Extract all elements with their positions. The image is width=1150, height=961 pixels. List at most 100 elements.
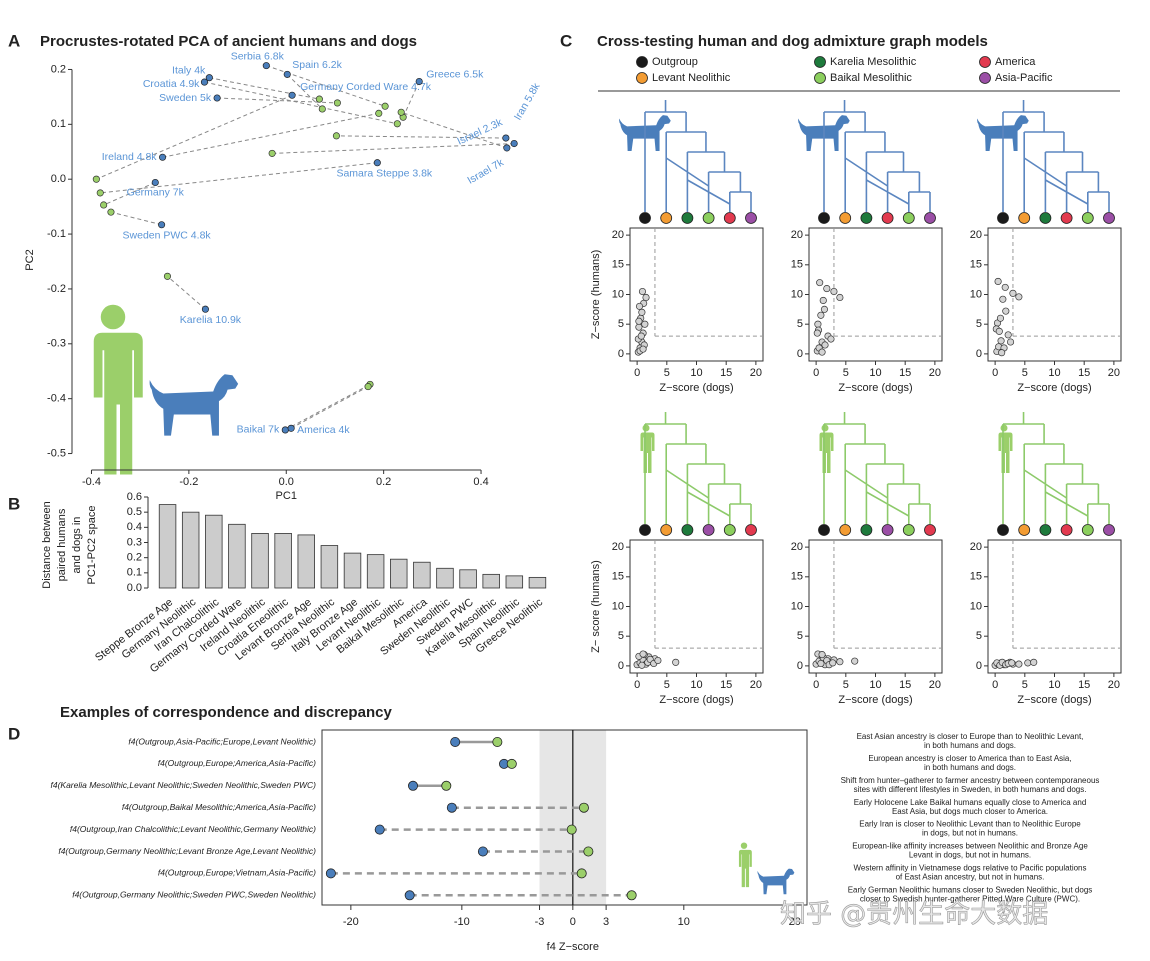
x-tick-label: 0.4 [473, 476, 488, 488]
y-tick-label: 0.0 [127, 582, 142, 594]
dog-point [262, 62, 270, 70]
row-label: f4(Outgroup,Europe;Vietnam,Asia-Pacific) [158, 868, 316, 878]
y-axis-label: Z− score (humans) [590, 560, 602, 653]
y-tick-label: 0.0 [51, 173, 66, 185]
y-tick-label: 0 [797, 348, 803, 360]
y-tick-label: 10 [791, 600, 803, 612]
x-tick-label: 10 [1048, 679, 1060, 691]
dog-point [450, 737, 461, 748]
row-label: f4(Outgroup,Germany Neolithic;Sweden PWC… [72, 890, 316, 900]
tree-leaf [639, 524, 651, 536]
plot-frame [629, 227, 764, 362]
bar [343, 552, 362, 589]
y-axis-label: paired humans [56, 508, 68, 581]
x-axis-label: Z−score (dogs) [838, 382, 912, 394]
y-tick-label: 0 [797, 660, 803, 672]
tree-leaf [839, 212, 852, 224]
x-tick-label: 0.2 [376, 476, 391, 488]
y-tick-label: 10 [612, 600, 624, 612]
x-tick-label: 10 [678, 916, 690, 928]
x-tick-label: 20 [1108, 679, 1120, 691]
tree-branch [866, 491, 910, 517]
point [672, 658, 680, 666]
y-tick-label: 15 [612, 259, 624, 271]
bar [228, 523, 246, 589]
point [836, 293, 844, 302]
point [994, 277, 1002, 285]
point [816, 279, 824, 287]
x-tick-label: -20 [343, 916, 359, 928]
human-point [393, 120, 401, 128]
watermark: 知乎 @贵州生命大数据 [780, 900, 1048, 930]
point [818, 348, 826, 356]
dog-label: Greece 6.5k [426, 68, 484, 80]
human-icon [640, 424, 655, 473]
tree-leaf [1039, 212, 1052, 224]
y-tick-label: 0.6 [127, 491, 142, 503]
x-axis-label: Z−score (dogs) [838, 694, 912, 706]
tree-branch [1023, 157, 1068, 187]
dog-point [408, 780, 419, 791]
tree-leaf [1103, 212, 1115, 224]
tree-leaf [1081, 524, 1094, 536]
point [1002, 307, 1010, 315]
pair-connector [103, 182, 156, 206]
x-axis-label: Z−score (dogs) [659, 694, 733, 706]
chart-title: Procrustes-rotated PCA of ancient humans… [40, 33, 417, 50]
y-tick-label: 0.4 [127, 521, 142, 533]
pair-connector [290, 386, 369, 429]
dog-icon [757, 868, 795, 895]
bar [320, 545, 339, 589]
tree-leaf [839, 524, 852, 536]
y-tick-label: 0.3 [127, 536, 142, 548]
dog-point [325, 868, 336, 879]
point [1030, 658, 1038, 666]
point [817, 659, 825, 668]
tree-leaf [881, 212, 894, 224]
dog-point [201, 305, 209, 313]
tree-leaf [660, 524, 673, 536]
point [814, 320, 822, 328]
human-point [566, 824, 577, 835]
tree-branch [687, 179, 731, 205]
dog-point [415, 77, 423, 86]
bar [459, 569, 477, 589]
annotation: East Asian ancestry is closer to Europe … [857, 732, 1084, 741]
x-axis-label: Z−score (dogs) [659, 382, 733, 394]
y-tick-label: -0.1 [47, 228, 66, 240]
legend-swatch [979, 72, 991, 84]
x-tick-label: 15 [899, 367, 911, 379]
x-tick-label: 10 [690, 367, 702, 379]
point [819, 296, 827, 304]
bar [297, 534, 315, 589]
x-tick-label: 20 [1108, 367, 1120, 379]
y-tick-label: 15 [791, 571, 803, 583]
panel-label: B [8, 494, 20, 513]
legend-swatch [636, 72, 648, 84]
point [1004, 331, 1012, 339]
point [1007, 338, 1015, 346]
point [1015, 293, 1023, 301]
legend-label: Karelia Mesolithic [830, 56, 917, 68]
dog-label: Germany 7k [127, 186, 185, 198]
dog-point [213, 94, 221, 102]
human-point [576, 868, 587, 879]
x-tick-label: 5 [664, 679, 670, 691]
tree-leaf [1060, 212, 1073, 224]
y-tick-label: 5 [797, 318, 803, 330]
tree-branch [1045, 491, 1089, 517]
dog-icon [149, 374, 239, 436]
point [830, 287, 838, 296]
human-point [364, 383, 372, 391]
pair-connector [167, 275, 206, 310]
y-tick-label: -0.2 [47, 283, 66, 295]
dog-label: Karelia 10.9k [180, 314, 242, 326]
plot-frame [321, 729, 808, 906]
x-tick-label: -0.2 [179, 476, 198, 488]
y-tick-label: 20 [791, 541, 803, 553]
tree-leaf [1081, 212, 1094, 224]
x-tick-label: 0 [813, 679, 819, 691]
x-tick-label: 20 [789, 916, 801, 928]
pair-connector [110, 211, 162, 226]
point [1015, 660, 1023, 668]
